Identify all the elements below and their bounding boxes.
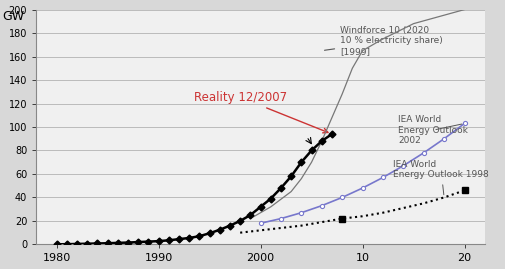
- Text: IEA World
Energy Outlook 1998: IEA World Energy Outlook 1998: [392, 160, 488, 195]
- Text: IEA World
Energy Outlook
2002: IEA World Energy Outlook 2002: [397, 115, 467, 145]
- Y-axis label: GW: GW: [3, 10, 25, 23]
- Text: Reality 12/2007: Reality 12/2007: [194, 91, 327, 133]
- Text: Windforce 10 (2020
10 % electricity share)
[1999]: Windforce 10 (2020 10 % electricity shar…: [324, 26, 442, 56]
